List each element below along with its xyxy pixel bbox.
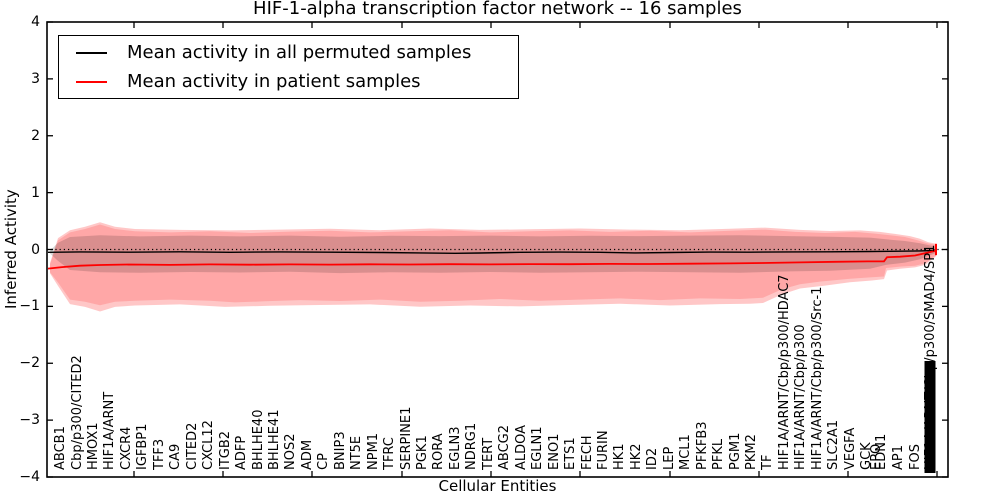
x-tick-label: ALDOA xyxy=(513,424,529,470)
x-tick-label: FURIN xyxy=(595,430,611,470)
x-tick-label: TFRC xyxy=(382,437,398,470)
legend-entry-permuted: Mean activity in all permuted samples xyxy=(59,38,518,67)
x-tick-label: HIF1A/ARNT/Cbp/p300/SMAD4/SP1 xyxy=(923,244,938,470)
patient-band-outer xyxy=(50,222,936,312)
x-tick-label: HMOX1 xyxy=(86,422,101,470)
x-tick-label: HIF1A/ARNT/Cbp/p300/HDAC7 xyxy=(776,274,792,470)
x-tick-label: ETS1 xyxy=(563,437,578,470)
x-tick-label: AP1 xyxy=(891,444,906,470)
y-tick-label: 4 xyxy=(31,14,40,30)
legend-entry-patient: Mean activity in patient samples xyxy=(59,67,518,96)
permuted-band xyxy=(50,235,936,274)
x-tick-label: LEP xyxy=(661,446,677,470)
x-tick-label: ABCG2 xyxy=(497,424,513,470)
x-tick-label: HIF1A/ARNT/Cbp/p300 xyxy=(793,324,809,470)
legend: Mean activity in all permuted samples Me… xyxy=(58,35,519,99)
x-tick-label: MCL1 xyxy=(678,434,694,470)
x-tick-label: TFF3 xyxy=(151,438,167,470)
x-tick-label: ABCB1 xyxy=(53,426,68,470)
x-tick-label: Cbp/p300/CITED2 xyxy=(69,355,85,470)
x-tick-label: CXCR4 xyxy=(118,426,134,470)
x-tick-label: HIF1A/ARNT xyxy=(102,391,118,470)
x-tick-label: PFKFB3 xyxy=(694,421,710,470)
x-tick-label: BNIP3 xyxy=(332,431,348,470)
x-tick-label: NDRG1 xyxy=(464,422,480,470)
y-tick-label: 3 xyxy=(31,70,40,87)
x-axis-label: Cellular Entities xyxy=(438,477,557,495)
x-tick-label: PGK1 xyxy=(415,435,430,470)
x-tick-label: TF xyxy=(760,454,776,470)
x-tick-label: HK1 xyxy=(612,443,628,470)
x-tick-label: RORA xyxy=(431,433,447,470)
x-tick-label: SLC2A1 xyxy=(826,419,842,470)
x-tick-label: PKM2 xyxy=(744,434,759,470)
x-tick-label: CA9 xyxy=(168,443,184,470)
x-tick-label: NPM1 xyxy=(365,432,381,470)
x-tick-label: FOS xyxy=(908,444,923,470)
x-tick-label: PGM1 xyxy=(727,432,743,470)
x-tick-label: VEGFA xyxy=(842,427,858,470)
x-tick-label: SERPINE1 xyxy=(398,406,414,470)
legend-line-sample-red xyxy=(76,80,107,83)
x-tick-label: BHLHE40 xyxy=(250,409,266,470)
legend-label-permuted: Mean activity in all permuted samples xyxy=(127,42,472,63)
x-tick-label: BHLHE41 xyxy=(266,409,282,470)
x-tick-label: ADM xyxy=(299,439,315,470)
x-tick-label: CXCL12 xyxy=(201,420,217,470)
x-tick-label: FECH xyxy=(579,435,595,470)
x-tick-label: HIF1A/ARNT/Cbp/p300/Src-1 xyxy=(809,286,825,470)
x-tick-label: EDN1 xyxy=(874,433,889,470)
y-tick-label: 2 xyxy=(31,127,40,144)
x-tick-label: TERT xyxy=(480,437,496,470)
legend-label-patient: Mean activity in patient samples xyxy=(127,71,421,92)
x-tick-label: ADFP xyxy=(234,435,249,470)
overlapping-labels-blob xyxy=(924,361,936,473)
x-tick-label: EGLN3 xyxy=(447,426,463,470)
y-tick-label: −2 xyxy=(19,355,40,372)
x-tick-label: NOS2 xyxy=(283,433,299,470)
x-tick-label: ID2 xyxy=(645,447,661,470)
y-tick-label: −4 xyxy=(19,469,40,485)
x-tick-label: ITGB2 xyxy=(217,430,233,470)
x-tick-label: EGLN1 xyxy=(530,426,546,470)
chart-title: HIF-1-alpha transcription factor network… xyxy=(253,0,742,19)
x-tick-label: ENO1 xyxy=(546,433,562,470)
y-tick-label: 0 xyxy=(31,241,40,258)
patient-mean-line xyxy=(47,249,937,270)
y-tick-label: −3 xyxy=(19,412,40,429)
x-tick-label: IGFBP1 xyxy=(135,423,151,470)
y-tick-label: −1 xyxy=(19,298,40,315)
x-tick-label: CITED2 xyxy=(184,422,200,470)
x-tick-label: CP xyxy=(316,453,332,470)
permuted-mean-line xyxy=(47,249,937,255)
x-tick-label: NT5E xyxy=(349,435,365,470)
x-tick-label: PFKL xyxy=(711,438,727,470)
y-tick-label: 1 xyxy=(31,184,40,201)
x-tick-label: HK2 xyxy=(628,443,644,470)
legend-line-sample-black xyxy=(76,51,107,54)
